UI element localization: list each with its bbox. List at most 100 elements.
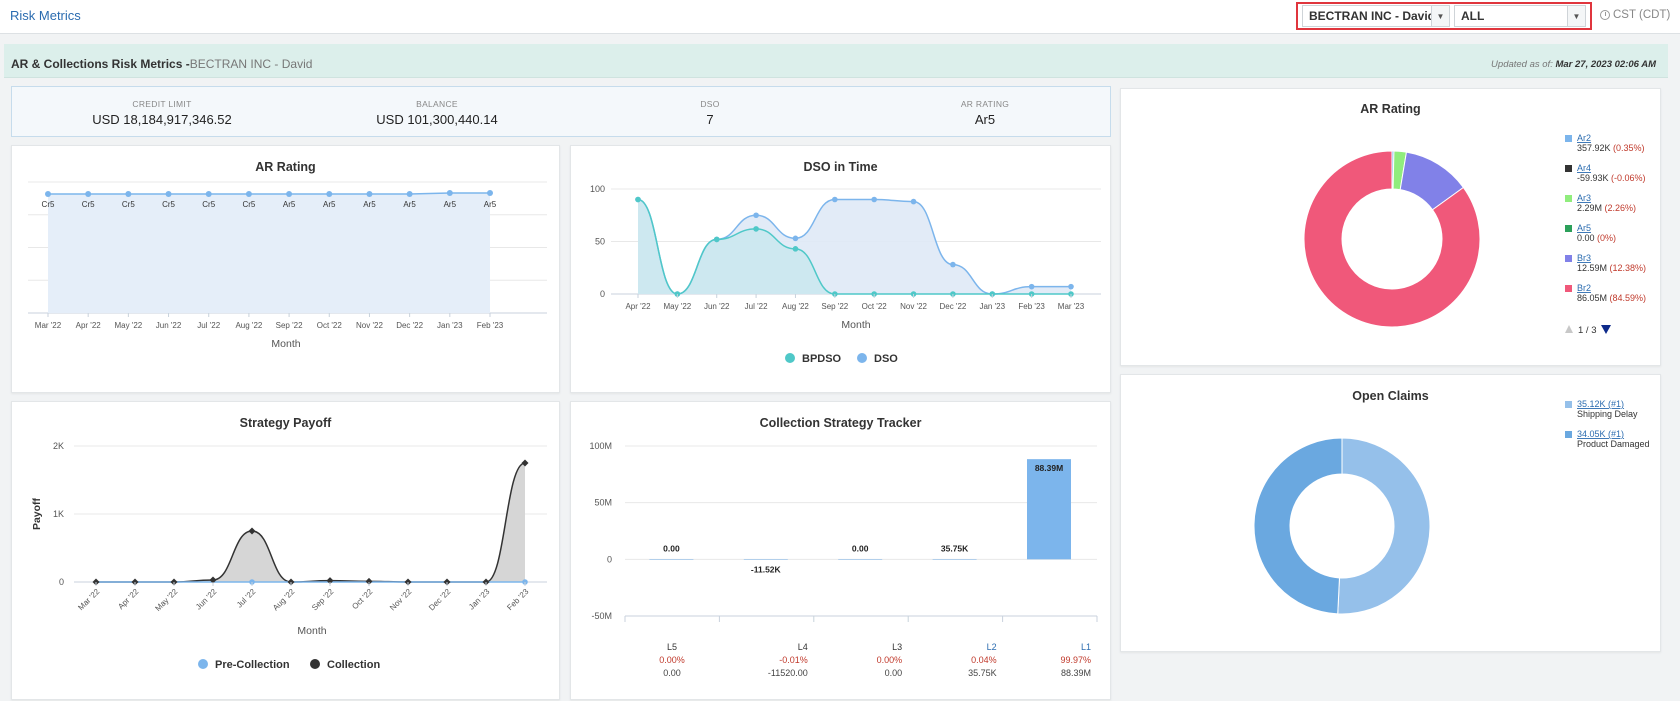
legend-item-bpdso[interactable]: BPDSO [785,353,842,365]
ar-rating-point-label: Ar5 [444,200,457,209]
section-title: AR & Collections Risk Metrics -BECTRAN I… [11,57,312,71]
chart-title: Open Claims [1352,389,1429,403]
x-tick-label: Mar '22 [76,587,101,612]
legend-value: 0.00 (0%) [1577,233,1616,243]
ar-rating-point-label: Ar5 [363,200,376,209]
chart-title: Strategy Payoff [239,416,332,430]
section-title-company: BECTRAN INC - David [189,57,313,71]
tracker-percent-label: 0.00% [659,655,685,665]
x-tick-label: Nov '22 [388,587,414,613]
collection-point [209,576,217,584]
chevron-down-icon[interactable]: ▼ [1431,6,1449,26]
legend-item-shipping-delay[interactable]: 35.12K (#1)Shipping Delay [1565,399,1638,419]
legend-label: Pre-Collection [215,659,290,671]
x-tick-label: Apr '22 [76,321,102,330]
legend-marker [1565,431,1572,438]
dso-point [910,198,917,205]
chart-title: AR Rating [1360,102,1421,116]
y-tick-label: -50M [591,611,612,621]
ar-rating-point [165,191,172,197]
y-axis-title: Payoff [31,497,43,530]
legend-marker [1565,285,1572,292]
kpi-strip: CREDIT LIMIT USD 18,184,917,346.52 BALANC… [11,86,1111,137]
legend-amount: 35.12K (#1) [1577,399,1624,409]
legend-name: Ar5 [1577,223,1591,233]
legend-label: Collection [327,659,380,671]
collection-strategy-tracker-chart: 100M 50M 0 -50M 0.00 -11.52K 0.00 35.75K 88.39M L… [589,441,1098,678]
x-tick-label: Jun '22 [194,587,219,612]
company-select-value: BECTRAN INC - David [1309,9,1436,23]
legend-name: Product Damaged [1577,439,1650,449]
x-tick-label: Jul '22 [745,302,768,311]
x-tick-label: Sep '22 [310,587,336,613]
collection-line [96,462,526,583]
legend-name: Ar4 [1577,163,1591,173]
kpi-credit-limit: CREDIT LIMIT USD 18,184,917,346.52 [47,99,277,127]
collection-point [521,459,529,467]
legend-marker [1565,255,1572,262]
legend-item-pre-collection[interactable]: Pre-Collection [198,659,290,671]
tracker-category-label: L5 [667,642,677,652]
company-select[interactable]: BECTRAN INC - David ▼ [1302,5,1450,27]
scope-select[interactable]: ALL ▼ [1454,5,1586,27]
kpi-ar-rating: AR RATING Ar5 [870,99,1100,127]
legend-item-product-damaged[interactable]: 34.05K (#1)Product Damaged [1565,429,1650,449]
bpdso-point [713,236,720,243]
kpi-label: CREDIT LIMIT [132,99,192,109]
y-tick-label: 100M [589,441,612,451]
x-axis-title: Month [297,625,326,637]
pager-down-icon[interactable] [1601,325,1611,334]
legend-amount: -59.93K [1577,173,1611,183]
ar-rating-point [45,191,51,197]
pager-up-icon[interactable] [1565,325,1573,333]
filter-selector-group: BECTRAN INC - David ▼ ALL ▼ [1296,2,1592,30]
x-tick-label: Jan '23 [979,302,1005,311]
tracker-data-label: 88.39M [1035,463,1063,473]
chart-title: AR Rating [255,160,316,174]
legend-value: 357.92K (0.35%) [1577,143,1645,153]
tracker-percent-label: 0.04% [971,655,997,665]
kpi-value: Ar5 [974,112,996,127]
chevron-down-icon[interactable]: ▼ [1567,6,1585,26]
x-tick-label: Feb '23 [505,587,530,612]
dso-point [871,196,877,203]
kpi-balance: BALANCE USD 101,300,440.14 [322,99,552,127]
updated-label: Updated as of: [1491,59,1553,70]
tracker-category-label: L2 [987,642,997,652]
y-tick-label: 50 [595,237,605,247]
donut-slice-shipping-delay [1337,437,1431,615]
tracker-bar [838,559,883,560]
legend-item-collection[interactable]: Collection [310,659,380,671]
legend-value: 12.59M (12.38%) [1577,263,1646,273]
tracker-data-label: 0.00 [663,543,680,553]
legend-item-ar4[interactable]: Ar4-59.93K (-0.06%) [1565,163,1646,183]
bpdso-point [635,196,641,203]
ar-rating-point [406,191,413,197]
dso-in-time-chart: 0 50 100 Apr '22 May '22 Jun '22 Jul '22 Aug '2… [590,184,1101,365]
kpi-value: USD 101,300,440.14 [376,112,498,127]
breadcrumb-risk-metrics[interactable]: Risk Metrics [10,8,81,23]
legend-percent: (2.26%) [1605,203,1637,213]
y-tick-label: 1K [53,509,64,519]
ar-rating-point-label: Cr5 [42,200,55,209]
timezone-label: CST (CDT) [1613,9,1671,21]
legend-item-dso[interactable]: DSO [857,353,898,365]
x-tick-label: Apr '22 [116,587,141,612]
ar-rating-line-chart: Cr5 Mar '22 Cr5 Apr '22 Cr5 May '22 Cr5 Jun '22… [28,181,547,350]
ar-rating-area [48,193,490,313]
tracker-bar [649,559,694,560]
legend-amount: 86.05M [1577,293,1610,303]
clock-icon [1600,10,1610,20]
collection-point [326,577,334,585]
ar-rating-chart-card: AR Rating Cr5 Mar '22 Cr5 Apr '22 Cr5 May '22… [11,145,560,393]
legend-value: 2.29M (2.26%) [1577,203,1636,213]
kpi-label: BALANCE [416,99,458,109]
legend-percent: (12.38%) [1610,263,1647,273]
x-tick-label: Jun '22 [156,321,182,330]
dso-point [792,235,799,242]
